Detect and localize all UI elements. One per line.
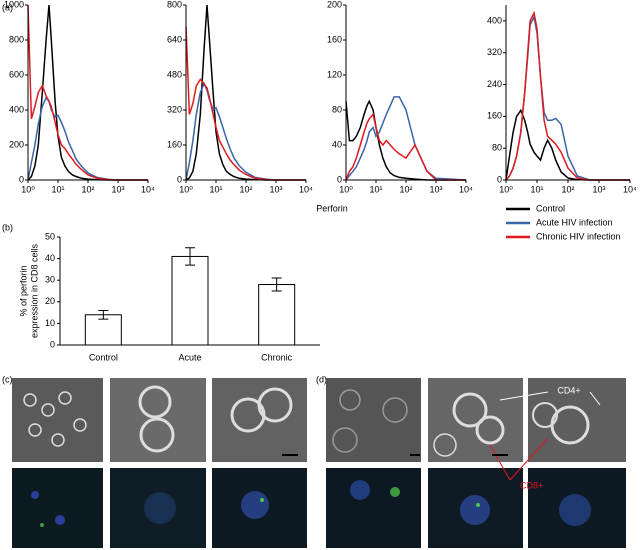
histogram-curve (185, 26, 306, 181)
y-tick-label: 200 (9, 139, 24, 149)
y-tick-label: 160 (487, 111, 502, 121)
x-tick-label: 10⁰ (499, 184, 513, 194)
panel-label: (a) (2, 2, 13, 12)
y-tick-label: 800 (167, 0, 182, 9)
y-tick-label: 10 (45, 318, 55, 328)
x-tick-label: 10⁴ (141, 184, 155, 194)
arrow (499, 391, 549, 401)
image (528, 378, 626, 462)
y-tick-label: 600 (9, 69, 24, 79)
y-tick-label: 120 (327, 69, 342, 79)
y-tick-label: 30 (45, 275, 55, 285)
legend-label: Control (536, 203, 565, 213)
y-tick-label: 800 (9, 34, 24, 44)
error-bar (271, 277, 282, 292)
image (12, 468, 103, 548)
x-tick-label: 10⁴ (459, 184, 473, 194)
y-tick-label: 480 (167, 69, 182, 79)
y-tick-label: 160 (327, 34, 342, 44)
x-tick-label: 10⁴ (623, 184, 637, 194)
y-axis-label: expression in CD8 cells (29, 243, 39, 338)
image (12, 378, 103, 462)
x-tick-label: 10¹ (369, 184, 382, 194)
y-tick-label: 320 (167, 104, 182, 114)
x-tick-label: 10⁴ (299, 184, 313, 194)
y-tick-label: 320 (487, 47, 502, 57)
y-tick-label: 0 (177, 174, 182, 184)
x-tick-label: 10³ (269, 184, 282, 194)
y-tick-label: 160 (167, 139, 182, 149)
micrographs: CD4+ CD8+ (12, 378, 626, 548)
arrow (589, 391, 601, 406)
panel-label: (b) (2, 222, 13, 232)
image (326, 378, 421, 462)
histogram-curve (185, 4, 306, 181)
y-tick-label: 1000 (4, 0, 24, 9)
legend-label: Chronic HIV infection (536, 231, 621, 241)
y-tick-label: 200 (327, 0, 342, 9)
y-tick-label: 400 (9, 104, 24, 114)
image (212, 378, 307, 462)
y-axis-label: % of perforin (18, 265, 28, 316)
image (326, 468, 421, 548)
legend-label: Acute HIV infection (536, 217, 613, 227)
y-tick-label: 0 (497, 174, 502, 184)
x-tick-label: Acute (178, 352, 201, 362)
x-tick-label: 10³ (111, 184, 124, 194)
annotation: CD8+ (520, 480, 543, 490)
x-tick-label: 10¹ (51, 184, 64, 194)
histogram-curve (345, 112, 466, 181)
y-tick-label: 0 (19, 174, 24, 184)
panel-label: (c) (2, 374, 13, 384)
histogram-curve (27, 4, 148, 181)
cells (23, 385, 590, 457)
histogram-curve (345, 99, 466, 181)
histogram-curve (505, 108, 630, 181)
panel-label: (d) (316, 374, 327, 384)
x-tick-label: Chronic (261, 352, 293, 362)
histogram-curve (27, 96, 148, 181)
x-tick-label: 10¹ (209, 184, 222, 194)
y-tick-label: 50 (45, 231, 55, 241)
y-tick-label: 640 (167, 34, 182, 44)
histogram-curve (185, 81, 306, 181)
x-tick-label: 10¹ (530, 184, 543, 194)
x-axis-label: Perforin (316, 203, 348, 213)
x-tick-label: 10² (239, 184, 252, 194)
y-tick-label: 240 (487, 79, 502, 89)
error-bar (98, 309, 109, 320)
histogram-curve (345, 96, 467, 181)
histogram-curve (27, 4, 148, 181)
x-tick-label: 10² (81, 184, 94, 194)
image (428, 378, 523, 462)
arrow (509, 437, 549, 481)
x-tick-label: 10² (399, 184, 412, 194)
histogram-curve (505, 10, 630, 181)
y-tick-label: 40 (45, 253, 55, 263)
x-tick-label: 10² (561, 184, 574, 194)
x-tick-label: Control (89, 352, 118, 362)
x-tick-label: 10⁰ (21, 184, 35, 194)
x-tick-label: 10³ (592, 184, 605, 194)
y-tick-label: 0 (50, 339, 55, 349)
x-tick-label: 10⁰ (339, 184, 353, 194)
arrow (489, 444, 511, 481)
y-tick-label: 400 (487, 15, 502, 25)
y-tick-label: 80 (332, 104, 342, 114)
bar (171, 255, 209, 346)
error-bar (185, 247, 195, 266)
annotation: CD4+ (557, 385, 580, 395)
x-tick-label: 10⁰ (179, 184, 193, 194)
y-tick-label: 20 (45, 296, 55, 306)
y-tick-label: 40 (332, 139, 342, 149)
bar (258, 284, 296, 346)
y-tick-label: 0 (337, 174, 342, 184)
y-tick-label: 80 (492, 143, 502, 153)
x-tick-label: 10³ (429, 184, 442, 194)
fluorescence (31, 480, 591, 527)
